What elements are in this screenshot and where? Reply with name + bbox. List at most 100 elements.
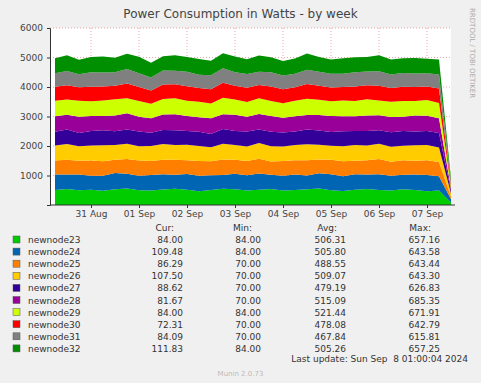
areas (55, 53, 451, 205)
legend-label: newnode28 (28, 296, 81, 306)
legend: Cur:Min:Avg:Max:newnode2384.0084.00506.3… (13, 223, 440, 354)
tick-label: 03 Sep (220, 209, 252, 219)
tick: 6000 (20, 23, 50, 33)
grid (50, 28, 451, 205)
tick-label: 05 Sep (316, 209, 348, 219)
tick-mark (235, 205, 236, 208)
area (55, 53, 451, 181)
legend-stat: 70.00 (235, 283, 261, 293)
chart: Power Consumption in Watts - by week 1000… (0, 0, 481, 383)
tick-mark (139, 205, 140, 208)
legend-swatch (13, 321, 20, 328)
tick-mark (283, 205, 284, 208)
title: Power Consumption in Watts - by week (123, 7, 357, 21)
legend-label: newnode26 (28, 271, 81, 281)
legend-stat: 84.00 (157, 308, 183, 318)
legend-stat: 86.29 (157, 259, 183, 269)
tick: 07 Sep (412, 205, 444, 219)
grid-line (50, 28, 451, 29)
legend-stat: 84.00 (235, 308, 261, 318)
legend-header: Avg: (317, 223, 337, 233)
axis-line (47, 29, 51, 206)
legend-stat: 505.26 (315, 344, 347, 354)
legend-swatch (13, 345, 20, 352)
legend-stat: 478.08 (315, 320, 347, 330)
legend-stat: 70.00 (235, 296, 261, 306)
axis-line (50, 205, 455, 206)
legend-stat: 84.00 (235, 247, 261, 257)
legend-stat: 506.31 (315, 235, 347, 245)
legend-stat: 515.09 (315, 296, 347, 306)
legend-stat: 70.00 (235, 320, 261, 330)
legend-header: Cur: (155, 223, 174, 233)
tick: 5000 (20, 53, 50, 63)
area (55, 129, 451, 194)
legend-swatch (13, 236, 20, 243)
legend-stat: 467.84 (315, 332, 347, 342)
legend-stat: 657.25 (409, 344, 441, 354)
tick: 04 Sep (268, 205, 300, 219)
tick: 02 Sep (172, 205, 204, 219)
watermark: RRDTOOL / TOBI OETIKER (468, 8, 476, 98)
tick: 05 Sep (316, 205, 348, 219)
tick: 1000 (20, 171, 50, 181)
tick-label: 01 Sep (124, 209, 156, 219)
legend-stat: 626.83 (409, 283, 441, 293)
tick: 2000 (20, 141, 50, 151)
tick-label: 1000 (20, 171, 43, 181)
area (55, 98, 451, 189)
tick-label: 2000 (20, 141, 43, 151)
tick: 03 Sep (220, 205, 252, 219)
tick-label: 04 Sep (268, 209, 300, 219)
tick-mark (47, 146, 50, 147)
tick-label: 3000 (20, 112, 43, 122)
legend-stat: 109.48 (152, 247, 184, 257)
legend-stat: 107.50 (152, 271, 184, 281)
legend-label: newnode23 (28, 235, 81, 245)
background (0, 0, 481, 383)
legend-stat: 615.81 (409, 332, 441, 342)
legend-label: newnode31 (28, 332, 81, 342)
legend-stat: 505.80 (315, 247, 347, 257)
area (55, 188, 451, 205)
legend-stat: 671.91 (409, 308, 441, 318)
legend-swatch (13, 297, 20, 304)
legend-swatch (13, 248, 20, 255)
legend-stat: 685.35 (409, 296, 441, 306)
legend-stat: 72.31 (157, 320, 183, 330)
tick-mark (47, 87, 50, 88)
legend-stat: 70.00 (235, 271, 261, 281)
legend-stat: 84.00 (235, 235, 261, 245)
tick-mark (331, 205, 332, 208)
tick-mark (91, 205, 92, 208)
legend-stat: 84.00 (235, 344, 261, 354)
tick-label: 06 Sep (364, 209, 396, 219)
tick: 4000 (20, 82, 50, 92)
tick-label: 02 Sep (172, 209, 204, 219)
legend-stat: 81.67 (157, 296, 183, 306)
area (55, 68, 451, 184)
legend-label: newnode32 (28, 344, 81, 354)
legend-stat: 643.44 (409, 259, 441, 269)
legend-stat: 84.00 (157, 235, 183, 245)
legend-label: newnode30 (28, 320, 81, 330)
tick-mark (187, 205, 188, 208)
y-axis: 1000 2000 3000 4000 5000 6000 (20, 23, 50, 205)
legend-swatch (13, 284, 20, 291)
legend-stat: 643.58 (409, 247, 441, 257)
legend-header: Max: (409, 223, 431, 233)
last-update: Last update: Sun Sep 8 01:00:04 2024 (291, 354, 468, 364)
legend-stat: 84.09 (157, 332, 183, 342)
tick-label: 4000 (20, 82, 43, 92)
area (55, 113, 451, 191)
tick-mark (47, 176, 50, 177)
legend-label: newnode24 (28, 247, 81, 257)
legend-label: newnode25 (28, 259, 81, 269)
area (55, 83, 451, 186)
tick: 3000 (20, 112, 50, 122)
legend-label: newnode29 (28, 308, 81, 318)
legend-stat: 70.00 (235, 332, 261, 342)
credit: Munin 2.0.73 (218, 370, 264, 378)
tick-label: 07 Sep (412, 209, 444, 219)
tick-mark (379, 205, 380, 208)
